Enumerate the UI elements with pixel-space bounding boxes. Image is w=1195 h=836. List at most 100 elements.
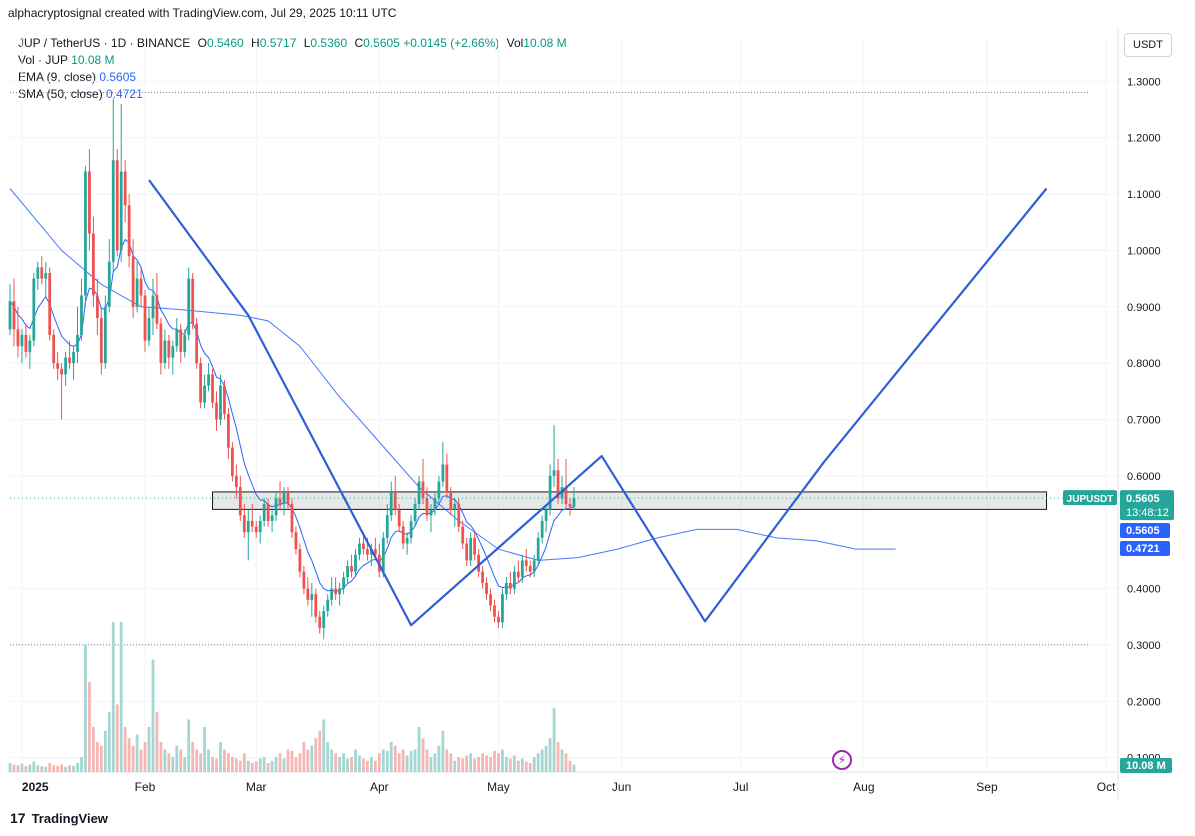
candle-body[interactable] — [306, 588, 310, 600]
candle-body[interactable] — [441, 464, 445, 482]
candle-body[interactable] — [92, 233, 95, 296]
candle-body[interactable] — [52, 334, 56, 364]
candle-body[interactable] — [358, 543, 361, 555]
candle-body[interactable] — [60, 368, 64, 375]
candle-body[interactable] — [540, 520, 544, 538]
candle-body[interactable] — [195, 323, 199, 364]
candle-body[interactable] — [489, 594, 492, 606]
candle-body[interactable] — [528, 566, 532, 572]
price-badge[interactable] — [1120, 490, 1174, 521]
candle-body[interactable] — [497, 616, 500, 623]
legend-symbol[interactable]: JUP / TetherUS · 1D · BINANCE — [18, 36, 191, 50]
candle-body[interactable] — [258, 520, 262, 533]
candle-body[interactable] — [485, 582, 488, 595]
candle-body[interactable] — [147, 318, 151, 341]
candle-body[interactable] — [417, 481, 421, 505]
candle-body[interactable] — [425, 498, 429, 516]
candle-body[interactable] — [505, 582, 508, 595]
candle-body[interactable] — [199, 363, 203, 403]
candle-body[interactable] — [314, 594, 318, 617]
candle-body[interactable] — [231, 447, 234, 476]
candle-body[interactable] — [28, 340, 32, 352]
candle-body[interactable] — [262, 504, 266, 521]
candle-body[interactable] — [238, 487, 242, 516]
candle-body[interactable] — [469, 537, 473, 561]
candle-body[interactable] — [572, 498, 576, 507]
candle-body[interactable] — [512, 571, 516, 589]
candle-body[interactable] — [68, 357, 71, 364]
candle-body[interactable] — [290, 504, 294, 533]
candle-body[interactable] — [350, 566, 353, 572]
candle-body[interactable] — [171, 346, 175, 358]
candle-body[interactable] — [250, 520, 254, 527]
candle-body[interactable] — [310, 594, 314, 600]
candle-body[interactable] — [103, 306, 107, 364]
candle-body[interactable] — [346, 566, 349, 578]
candle-body[interactable] — [401, 526, 405, 544]
candle-body[interactable] — [219, 385, 222, 420]
candle-body[interactable] — [84, 171, 87, 296]
candle-body[interactable] — [338, 588, 342, 595]
candle-body[interactable] — [111, 160, 115, 262]
candle-body[interactable] — [95, 295, 99, 319]
candle-body[interactable] — [234, 475, 238, 488]
candle-body[interactable] — [433, 498, 437, 510]
candle-body[interactable] — [544, 509, 548, 521]
candle-body[interactable] — [286, 492, 290, 505]
candle-body[interactable] — [501, 594, 504, 623]
candle-body[interactable] — [520, 560, 524, 578]
candle-body[interactable] — [127, 205, 131, 257]
candle-body[interactable] — [254, 526, 258, 533]
candle-body[interactable] — [179, 329, 183, 352]
candle-body[interactable] — [366, 549, 369, 555]
candle-body[interactable] — [99, 318, 103, 364]
candle-body[interactable] — [223, 385, 226, 414]
candle-body[interactable] — [191, 278, 195, 324]
candle-body[interactable] — [8, 301, 12, 330]
candle-body[interactable] — [119, 171, 123, 251]
candle-body[interactable] — [294, 532, 298, 550]
candle-body[interactable] — [64, 357, 67, 375]
candle-body[interactable] — [12, 301, 16, 330]
candle-body[interactable] — [385, 515, 389, 538]
candle-body[interactable] — [429, 509, 433, 516]
candle-body[interactable] — [373, 549, 377, 555]
candle-body[interactable] — [20, 334, 24, 347]
candle-body[interactable] — [135, 278, 139, 307]
candle-body[interactable] — [107, 261, 111, 307]
candle-body[interactable] — [548, 475, 552, 510]
candle-body[interactable] — [211, 374, 214, 403]
candle-body[interactable] — [163, 340, 167, 364]
candle-body[interactable] — [159, 323, 163, 364]
candle-body[interactable] — [48, 272, 52, 335]
candle-body[interactable] — [274, 498, 278, 516]
legend-sma-row[interactable]: SMA (50, close) 0.4721 — [18, 86, 567, 103]
candle-body[interactable] — [421, 481, 425, 499]
candle-body[interactable] — [330, 588, 334, 600]
candle-body[interactable] — [155, 295, 159, 324]
candle-body[interactable] — [40, 267, 44, 279]
candle-body[interactable] — [461, 526, 465, 544]
candle-body[interactable] — [270, 515, 274, 521]
candle-body[interactable] — [362, 543, 365, 550]
candle-body[interactable] — [536, 537, 540, 561]
candle-body[interactable] — [139, 278, 143, 296]
candle-body[interactable] — [465, 543, 469, 561]
candle-body[interactable] — [413, 504, 417, 521]
candle-body[interactable] — [564, 487, 568, 505]
candle-body[interactable] — [302, 571, 306, 589]
candle-body[interactable] — [342, 577, 345, 589]
candle-body[interactable] — [381, 537, 385, 572]
candle-body[interactable] — [556, 470, 560, 499]
candle-body[interactable] — [278, 498, 282, 505]
candle-body[interactable] — [266, 504, 270, 521]
candle-body[interactable] — [80, 295, 83, 335]
candle-body[interactable] — [203, 385, 206, 403]
candle-body[interactable] — [56, 363, 60, 369]
lightning-icon[interactable]: ⚡ — [832, 750, 852, 770]
candle-body[interactable] — [409, 520, 413, 538]
candle-body[interactable] — [322, 611, 326, 629]
legend-ema-row[interactable]: EMA (9, close) 0.5605 — [18, 69, 567, 86]
candle-body[interactable] — [493, 605, 496, 617]
